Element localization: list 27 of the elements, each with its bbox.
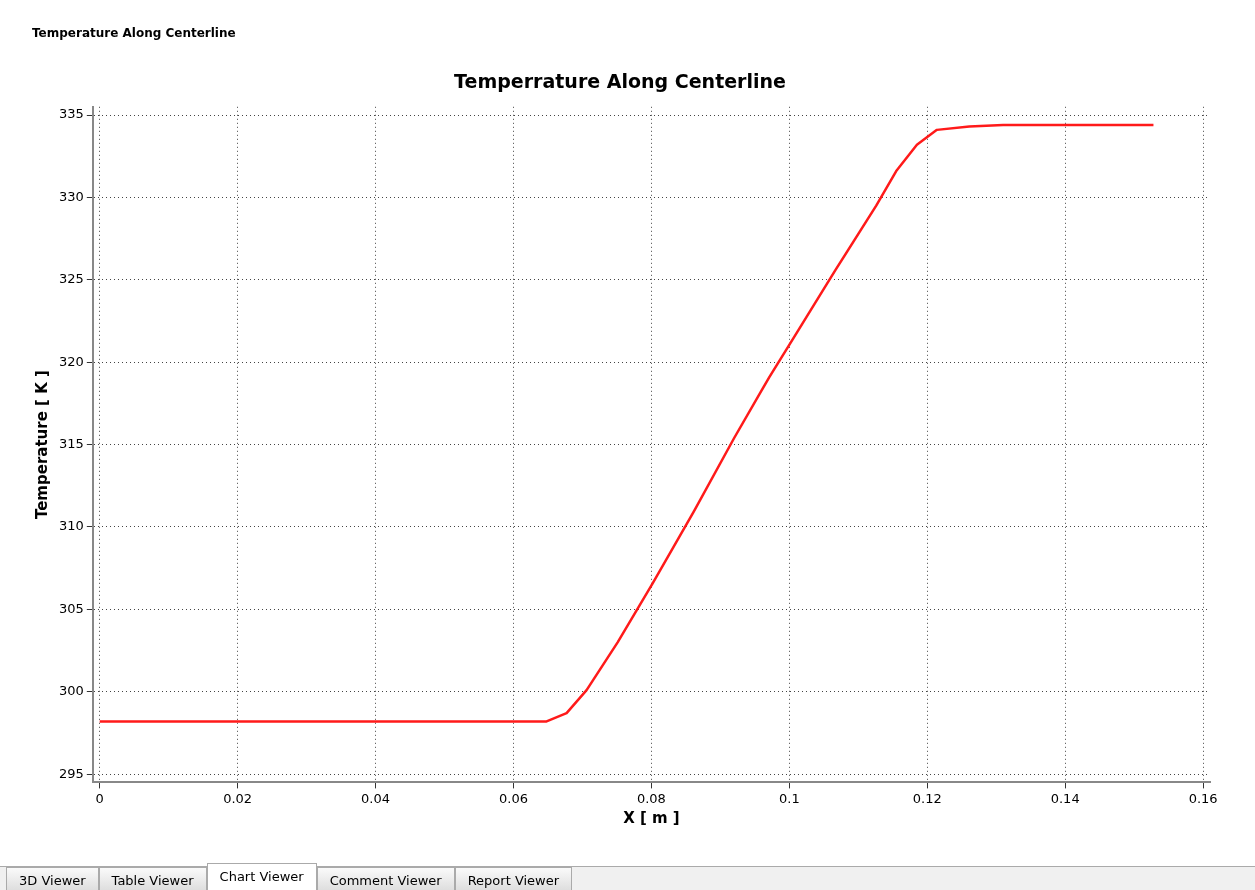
- y-axis-title: Temperature [ K ]: [32, 370, 51, 520]
- y-tick-label: 315: [58, 435, 84, 451]
- x-tick-label: 0.12: [912, 790, 942, 806]
- x-axis-title: X [ m ]: [623, 808, 680, 827]
- x-tick-label: 0: [95, 790, 104, 806]
- x-tick-label: 0.06: [499, 790, 528, 806]
- x-tick-label: 0.04: [361, 790, 391, 806]
- x-tick-label: 0.08: [636, 790, 666, 806]
- chart-title: Temperrature Along Centerline: [454, 70, 786, 93]
- y-tick-label: 295: [58, 765, 84, 781]
- y-tick-label: 325: [58, 271, 84, 287]
- text: 3D Viewer: [6, 867, 99, 890]
- x-tick-label: 0.1: [778, 790, 800, 806]
- y-tick-label: 310: [58, 518, 84, 534]
- x-tick-label: 0.14: [1050, 790, 1080, 806]
- y-tick-label: 330: [58, 188, 84, 204]
- text: Chart Viewer: [206, 863, 317, 890]
- text: Report Viewer: [454, 867, 573, 890]
- text: Comment Viewer: [316, 867, 455, 890]
- y-tick-label: 300: [58, 683, 84, 699]
- y-tick-label: 335: [58, 106, 84, 122]
- x-tick-label: 0.16: [1188, 790, 1218, 806]
- y-tick-label: 305: [58, 600, 84, 616]
- x-tick-label: 0.02: [223, 790, 253, 806]
- y-tick-label: 320: [58, 353, 84, 369]
- text: Table Viewer: [98, 867, 207, 890]
- text: Temperature Along Centerline: [32, 26, 236, 40]
